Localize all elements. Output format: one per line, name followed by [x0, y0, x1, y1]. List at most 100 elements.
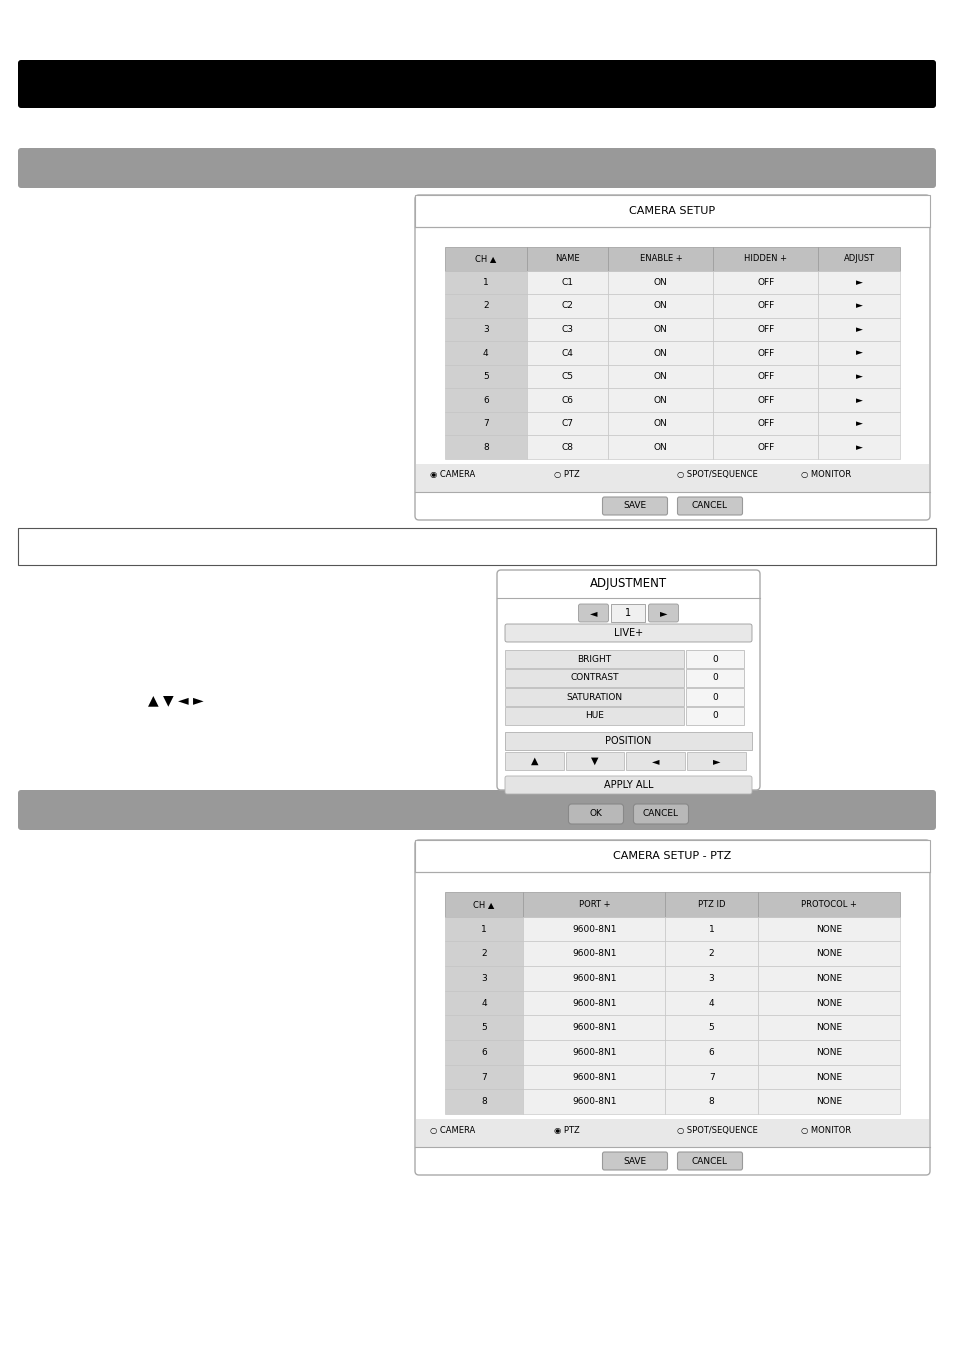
FancyBboxPatch shape — [504, 624, 751, 641]
FancyBboxPatch shape — [608, 294, 713, 317]
FancyBboxPatch shape — [444, 247, 526, 271]
FancyBboxPatch shape — [444, 388, 526, 412]
Text: NONE: NONE — [815, 998, 841, 1008]
Text: OFF: OFF — [757, 419, 774, 428]
Text: 3: 3 — [482, 325, 488, 334]
Text: 1: 1 — [625, 607, 631, 618]
Text: ON: ON — [653, 348, 667, 358]
FancyBboxPatch shape — [608, 388, 713, 412]
FancyBboxPatch shape — [522, 991, 664, 1016]
FancyBboxPatch shape — [444, 342, 526, 365]
Text: 9600-8N1: 9600-8N1 — [572, 998, 616, 1008]
Text: ○ SPOT/SEQUENCE: ○ SPOT/SEQUENCE — [677, 1125, 758, 1135]
FancyBboxPatch shape — [444, 1089, 522, 1115]
FancyBboxPatch shape — [504, 706, 683, 725]
FancyBboxPatch shape — [685, 669, 743, 687]
FancyBboxPatch shape — [497, 570, 760, 791]
FancyBboxPatch shape — [444, 271, 526, 294]
Text: NONE: NONE — [815, 1024, 841, 1032]
FancyBboxPatch shape — [608, 365, 713, 388]
Text: ○ MONITOR: ○ MONITOR — [801, 1125, 850, 1135]
Text: CANCEL: CANCEL — [642, 810, 679, 819]
FancyBboxPatch shape — [18, 791, 935, 830]
Text: PTZ ID: PTZ ID — [698, 900, 724, 909]
Text: 3: 3 — [480, 974, 486, 983]
Text: 0: 0 — [711, 693, 717, 701]
Text: 8: 8 — [480, 1097, 486, 1106]
FancyBboxPatch shape — [444, 917, 522, 941]
FancyBboxPatch shape — [526, 388, 608, 412]
Text: C3: C3 — [561, 325, 573, 334]
Text: ◉ PTZ: ◉ PTZ — [553, 1125, 578, 1135]
Text: ►: ► — [659, 607, 666, 618]
Text: CANCEL: CANCEL — [691, 502, 727, 510]
Text: 3: 3 — [708, 974, 714, 983]
FancyBboxPatch shape — [757, 991, 899, 1016]
FancyBboxPatch shape — [415, 839, 929, 1176]
FancyBboxPatch shape — [608, 317, 713, 342]
Text: OFF: OFF — [757, 301, 774, 311]
Text: 9600-8N1: 9600-8N1 — [572, 925, 616, 933]
FancyBboxPatch shape — [526, 435, 608, 458]
Text: SAVE: SAVE — [622, 502, 646, 510]
Text: OFF: OFF — [757, 372, 774, 381]
FancyBboxPatch shape — [444, 294, 526, 317]
FancyBboxPatch shape — [602, 498, 667, 515]
FancyBboxPatch shape — [677, 1153, 741, 1170]
FancyBboxPatch shape — [608, 412, 713, 435]
FancyBboxPatch shape — [608, 271, 713, 294]
Text: CANCEL: CANCEL — [691, 1157, 727, 1166]
FancyBboxPatch shape — [818, 317, 899, 342]
FancyBboxPatch shape — [713, 294, 818, 317]
FancyBboxPatch shape — [757, 1040, 899, 1064]
FancyBboxPatch shape — [664, 1089, 757, 1115]
Text: 1: 1 — [480, 925, 486, 933]
Text: SATURATION: SATURATION — [566, 693, 621, 701]
FancyBboxPatch shape — [504, 753, 563, 770]
Text: ►: ► — [855, 278, 862, 287]
FancyBboxPatch shape — [713, 365, 818, 388]
Text: ○ MONITOR: ○ MONITOR — [801, 471, 850, 480]
Text: ►: ► — [712, 757, 720, 766]
FancyBboxPatch shape — [444, 1040, 522, 1064]
Text: ○ PTZ: ○ PTZ — [553, 471, 578, 480]
FancyBboxPatch shape — [685, 650, 743, 669]
FancyBboxPatch shape — [818, 294, 899, 317]
Text: CAMERA SETUP: CAMERA SETUP — [629, 206, 715, 216]
FancyBboxPatch shape — [608, 247, 713, 271]
Text: OFF: OFF — [757, 348, 774, 358]
Text: NONE: NONE — [815, 925, 841, 933]
Text: NONE: NONE — [815, 1073, 841, 1082]
Text: 1: 1 — [708, 925, 714, 933]
Text: PROTOCOL +: PROTOCOL + — [801, 900, 856, 909]
FancyBboxPatch shape — [444, 941, 522, 965]
FancyBboxPatch shape — [818, 365, 899, 388]
Text: PORT +: PORT + — [578, 900, 609, 909]
FancyBboxPatch shape — [818, 388, 899, 412]
Text: ◉ CAMERA: ◉ CAMERA — [430, 471, 475, 480]
Text: 4: 4 — [480, 998, 486, 1008]
FancyBboxPatch shape — [444, 317, 526, 342]
Text: ►: ► — [855, 442, 862, 452]
Text: 5: 5 — [482, 372, 488, 381]
FancyBboxPatch shape — [526, 271, 608, 294]
FancyBboxPatch shape — [504, 669, 683, 687]
Text: CH ▲: CH ▲ — [473, 900, 495, 909]
Text: ◄: ◄ — [652, 757, 659, 766]
Text: NAME: NAME — [555, 255, 579, 263]
FancyBboxPatch shape — [664, 941, 757, 965]
Text: ▲ ▼ ◄ ►: ▲ ▼ ◄ ► — [148, 693, 203, 706]
Text: HIDDEN +: HIDDEN + — [743, 255, 786, 263]
FancyBboxPatch shape — [757, 1089, 899, 1115]
FancyBboxPatch shape — [18, 148, 935, 188]
FancyBboxPatch shape — [522, 1064, 664, 1089]
FancyBboxPatch shape — [685, 687, 743, 706]
Text: ►: ► — [855, 301, 862, 311]
Text: ►: ► — [855, 419, 862, 428]
Text: C7: C7 — [561, 419, 573, 428]
Text: CAMERA SETUP - PTZ: CAMERA SETUP - PTZ — [613, 852, 731, 861]
Text: 9600-8N1: 9600-8N1 — [572, 1073, 616, 1082]
FancyBboxPatch shape — [713, 271, 818, 294]
Text: OFF: OFF — [757, 325, 774, 334]
FancyBboxPatch shape — [818, 435, 899, 458]
